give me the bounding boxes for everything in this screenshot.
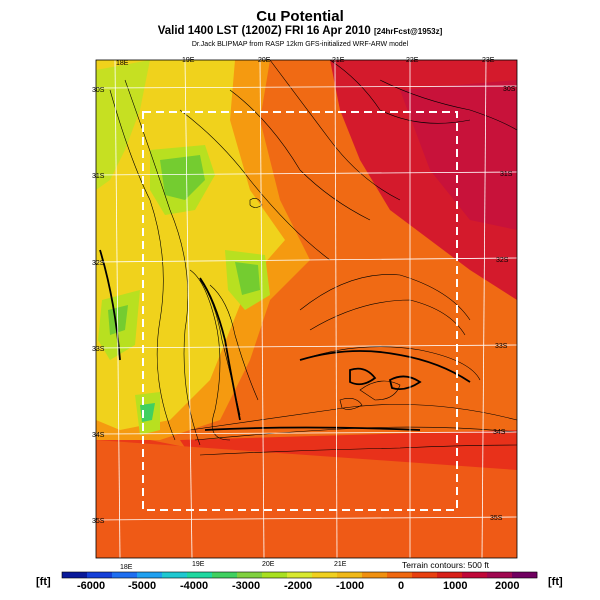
lon-label: 18E	[116, 60, 129, 67]
terrain-contour-note: Terrain contours: 500 ft	[402, 560, 489, 570]
colorbar-swatch	[87, 572, 113, 578]
lon-label: 18E	[120, 564, 133, 571]
colorbar-swatch	[187, 572, 213, 578]
colorbar	[61, 571, 538, 579]
map-frame	[95, 59, 518, 559]
colorbar-unit-right: [ft]	[548, 576, 563, 588]
colorbar-swatch	[112, 572, 138, 578]
lon-label: 21E	[334, 561, 347, 568]
lat-label: 35S	[92, 518, 105, 525]
colorbar-swatch	[312, 572, 338, 578]
colorbar-swatch	[287, 572, 313, 578]
valid-time: Valid 1400 LST (1200Z) FRI 16 Apr 2010	[157, 25, 371, 37]
lon-label: 20E	[258, 57, 271, 64]
latlon-grid	[95, 59, 518, 559]
lat-label: 30S	[92, 87, 105, 94]
colorbar-swatch	[387, 572, 413, 578]
green-patch-central	[235, 262, 260, 295]
ocean-field-south	[96, 440, 517, 558]
colorbar-swatch	[462, 572, 488, 578]
lat-label: 31S	[92, 173, 105, 180]
colorbar-swatch	[337, 572, 363, 578]
colorbar-tick-label: 1000	[443, 580, 467, 592]
colorbar-unit-left: [ft]	[36, 576, 51, 588]
colorbar-swatch	[212, 572, 238, 578]
lat-label: 35S	[490, 515, 503, 522]
colorbar-frame	[61, 571, 538, 579]
lon-label: 19E	[192, 561, 205, 568]
lat-labels-left: 30S 31S 32S 33S 34S 35S	[92, 87, 105, 525]
lon-label: 21E	[332, 57, 345, 64]
green-patch-north	[160, 155, 205, 200]
colorbar-tick-label: -1000	[336, 580, 364, 592]
colorbar-swatch	[437, 572, 463, 578]
lat-label: 31S	[500, 171, 513, 178]
lat-label: 32S	[496, 257, 509, 264]
colorbar-tick-label: -3000	[232, 580, 260, 592]
colorbar-swatch	[512, 572, 538, 578]
lon-labels-bottom: 18E 19E 20E 21E	[120, 561, 347, 571]
lon-label: 23E	[482, 57, 495, 64]
colorbar-swatch	[137, 572, 163, 578]
colorbar-swatch	[237, 572, 263, 578]
lat-label: 32S	[92, 260, 105, 267]
thick-terrain-contours	[99, 249, 471, 431]
lat-label: 30S	[503, 86, 516, 93]
model-credit: Dr.Jack BLIPMAP from RASP 12km GFS-initi…	[191, 41, 409, 48]
terrain-contours	[109, 59, 518, 456]
colorbar-ticks: -6000 -5000 -4000 -3000 -2000 -1000 0 10…	[77, 580, 519, 592]
colorbar-tick-label: 2000	[495, 580, 519, 592]
colorbar-tick-label: 0	[398, 580, 404, 592]
colorbar-swatch	[362, 572, 388, 578]
magenta-red-region	[400, 80, 517, 230]
colorbar-swatch	[412, 572, 438, 578]
cu-potential-field	[96, 60, 517, 558]
colorbar-tick-label: -2000	[284, 580, 312, 592]
lat-label: 34S	[92, 432, 105, 439]
lat-labels-right: 30S 31S 32S 33S 34S 35S	[490, 86, 516, 522]
lat-label: 33S	[495, 343, 508, 350]
lon-labels-top: 18E 19E 20E 21E 22E 23E	[116, 57, 495, 67]
lat-label: 34S	[493, 429, 506, 436]
colorbar-tick-label: -4000	[180, 580, 208, 592]
lat-label: 33S	[92, 346, 105, 353]
map-title: Cu Potential	[256, 8, 344, 25]
forecast-info: [24hrFcst@1953z]	[373, 27, 443, 36]
colorbar-swatch	[487, 572, 513, 578]
colorbar-tick-label: -5000	[128, 580, 156, 592]
inner-domain-box	[142, 111, 458, 511]
lime-region-nw	[96, 60, 150, 190]
lon-label: 19E	[182, 57, 195, 64]
lon-label: 22E	[406, 57, 419, 64]
colorbar-swatch	[62, 572, 88, 578]
colorbar-swatch	[262, 572, 288, 578]
lon-label: 20E	[262, 561, 275, 568]
colorbar-tick-label: -6000	[77, 580, 105, 592]
colorbar-swatch	[162, 572, 188, 578]
map-subtitle: Valid 1400 LST (1200Z) FRI 16 Apr 2010 […	[0, 25, 600, 37]
